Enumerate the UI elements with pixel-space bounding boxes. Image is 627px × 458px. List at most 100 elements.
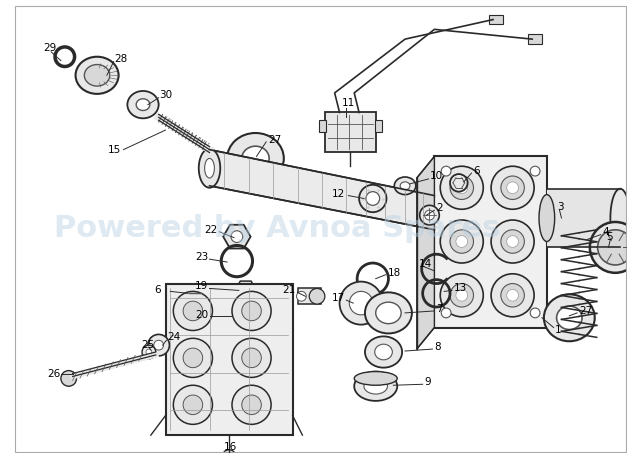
Circle shape xyxy=(232,338,271,377)
Circle shape xyxy=(222,450,236,458)
Circle shape xyxy=(183,301,203,321)
Circle shape xyxy=(507,236,519,247)
Text: 21: 21 xyxy=(282,285,295,295)
Text: 9: 9 xyxy=(424,377,431,387)
Circle shape xyxy=(501,230,524,253)
Circle shape xyxy=(309,289,325,304)
Text: 13: 13 xyxy=(454,284,467,294)
Text: 5: 5 xyxy=(606,232,613,242)
Circle shape xyxy=(419,205,440,225)
Polygon shape xyxy=(235,281,256,300)
Text: 18: 18 xyxy=(387,268,401,278)
Circle shape xyxy=(241,285,251,295)
Circle shape xyxy=(186,284,204,302)
Ellipse shape xyxy=(394,177,416,195)
Circle shape xyxy=(440,220,483,263)
Text: 29: 29 xyxy=(43,43,56,53)
Text: 10: 10 xyxy=(429,171,443,181)
Bar xyxy=(325,113,376,152)
Ellipse shape xyxy=(376,302,401,324)
Circle shape xyxy=(340,282,382,325)
Ellipse shape xyxy=(85,65,110,86)
Bar xyxy=(489,15,503,24)
Ellipse shape xyxy=(544,294,595,341)
Circle shape xyxy=(232,385,271,425)
Polygon shape xyxy=(223,225,251,249)
Text: 15: 15 xyxy=(108,145,121,155)
Circle shape xyxy=(173,291,213,331)
Circle shape xyxy=(349,291,373,315)
Text: 26: 26 xyxy=(47,370,60,380)
Text: 3: 3 xyxy=(557,202,564,213)
Ellipse shape xyxy=(366,191,379,205)
Circle shape xyxy=(242,348,261,368)
Text: 27: 27 xyxy=(579,306,593,316)
Ellipse shape xyxy=(610,189,627,247)
Text: 17: 17 xyxy=(332,293,345,303)
Bar xyxy=(319,120,326,132)
Polygon shape xyxy=(209,150,435,230)
Ellipse shape xyxy=(359,185,386,212)
Text: 25: 25 xyxy=(141,340,154,350)
Ellipse shape xyxy=(354,371,398,401)
Text: Powered by Avnoa Spares: Powered by Avnoa Spares xyxy=(55,214,501,243)
Circle shape xyxy=(456,236,468,247)
Bar xyxy=(375,120,382,132)
Bar xyxy=(529,34,542,44)
Text: 2: 2 xyxy=(436,203,443,213)
Text: 16: 16 xyxy=(224,442,238,452)
Circle shape xyxy=(173,385,213,425)
Text: 6: 6 xyxy=(473,166,480,176)
Text: 14: 14 xyxy=(419,259,432,269)
Ellipse shape xyxy=(76,57,119,94)
Text: 24: 24 xyxy=(167,333,181,342)
Ellipse shape xyxy=(354,371,398,385)
Circle shape xyxy=(142,345,155,359)
Ellipse shape xyxy=(199,149,220,188)
Text: 12: 12 xyxy=(332,189,345,199)
Ellipse shape xyxy=(539,195,555,241)
Text: 7: 7 xyxy=(436,304,443,314)
Circle shape xyxy=(507,182,519,194)
Circle shape xyxy=(440,274,483,317)
Text: 30: 30 xyxy=(160,90,173,100)
Polygon shape xyxy=(547,189,620,247)
Circle shape xyxy=(491,166,534,209)
Circle shape xyxy=(456,182,468,194)
Bar xyxy=(166,284,293,435)
Circle shape xyxy=(231,231,243,242)
Ellipse shape xyxy=(242,146,269,171)
Circle shape xyxy=(173,338,213,377)
Circle shape xyxy=(242,395,261,414)
Circle shape xyxy=(183,348,203,368)
Circle shape xyxy=(450,174,468,191)
Ellipse shape xyxy=(375,344,393,360)
Circle shape xyxy=(297,291,307,301)
Circle shape xyxy=(154,340,164,350)
Text: 20: 20 xyxy=(195,310,208,320)
Text: 19: 19 xyxy=(195,282,208,291)
Ellipse shape xyxy=(227,133,284,184)
Circle shape xyxy=(491,220,534,263)
Circle shape xyxy=(456,289,468,301)
Circle shape xyxy=(424,210,435,220)
Circle shape xyxy=(450,176,473,200)
Circle shape xyxy=(146,349,152,355)
Circle shape xyxy=(441,308,451,318)
Ellipse shape xyxy=(365,292,412,333)
Circle shape xyxy=(507,289,519,301)
Circle shape xyxy=(491,274,534,317)
Circle shape xyxy=(61,371,76,386)
Circle shape xyxy=(148,334,169,356)
Circle shape xyxy=(242,301,261,321)
Circle shape xyxy=(450,230,473,253)
Text: 22: 22 xyxy=(204,225,218,235)
Text: 8: 8 xyxy=(435,342,441,352)
Circle shape xyxy=(450,284,473,307)
Bar xyxy=(297,289,321,304)
Ellipse shape xyxy=(364,378,387,394)
Ellipse shape xyxy=(400,182,410,190)
Circle shape xyxy=(590,222,627,273)
Ellipse shape xyxy=(365,336,402,368)
Text: 28: 28 xyxy=(115,54,128,64)
